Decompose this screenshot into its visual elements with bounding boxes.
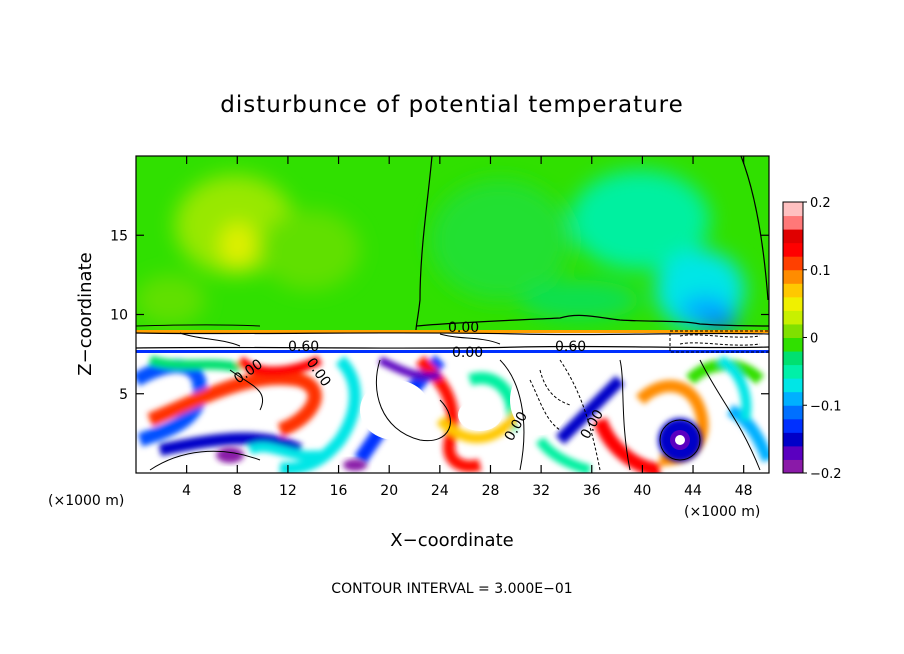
y-tick-label: 15: [110, 228, 128, 244]
colorbar-swatch: [783, 391, 803, 406]
colorbar-swatch: [783, 296, 803, 311]
x-tick-label: 44: [684, 483, 702, 499]
x-tick-label: 12: [279, 483, 297, 499]
transition-layer: [135, 330, 770, 353]
colorbar-swatch: [783, 418, 803, 433]
colorbar-tick-label: −0.2: [810, 467, 842, 482]
colorbar-swatch: [783, 432, 803, 447]
x-tick-label: 8: [233, 483, 242, 499]
colorbar-swatch: [783, 351, 803, 366]
contour-label: 0.60: [288, 339, 319, 355]
colorbar-swatch: [783, 405, 803, 420]
contour-label: 0.00: [452, 345, 483, 361]
x-tick-label: 40: [633, 483, 651, 499]
colorbar-tick-label: 0: [810, 332, 818, 347]
x-tick-label: 20: [380, 483, 398, 499]
x-axis: 4 8 12 16 20 24 28 32 36 40 44 48: [182, 156, 753, 499]
lower-field: [136, 353, 769, 473]
colorbar-swatch: [783, 242, 803, 257]
chart-title: disturbunce of potential temperature: [220, 92, 684, 118]
x-unit-label: (×1000 m): [684, 504, 760, 520]
x-tick-label: 16: [330, 483, 348, 499]
contour-label: 0.00: [448, 320, 479, 336]
colorbar-swatch: [783, 459, 803, 474]
x-axis-label: X−coordinate: [390, 530, 513, 551]
colorbar-swatch: [783, 202, 803, 217]
colorbar-swatch: [783, 364, 803, 379]
colorbar-tick-label: −0.1: [810, 399, 842, 414]
colorbar-swatch: [783, 215, 803, 230]
colorbar-tick-label: 0.2: [810, 196, 831, 211]
plot-area: [135, 155, 770, 474]
x-tick-label: 4: [182, 483, 191, 499]
colorbar: 0.2 0.1 0 −0.1 −0.2: [782, 196, 842, 482]
colorbar-swatch: [783, 323, 803, 338]
y-unit-label: (×1000 m): [48, 493, 124, 509]
x-tick-label: 36: [583, 483, 601, 499]
colorbar-swatch: [783, 269, 803, 284]
colorbar-swatch: [783, 378, 803, 393]
colorbar-swatch: [783, 256, 803, 271]
y-tick-label: 5: [119, 387, 128, 403]
colorbar-swatch: [783, 283, 803, 298]
colorbar-swatch: [783, 445, 803, 460]
colorbar-swatch: [783, 337, 803, 352]
contour-label: 0.60: [555, 339, 586, 355]
contour-interval-note: CONTOUR INTERVAL = 3.000E−01: [331, 581, 572, 597]
y-axis-label: Z−coordinate: [75, 252, 96, 375]
x-tick-label: 28: [482, 483, 500, 499]
colorbar-tick-label: 0.1: [810, 264, 831, 279]
y-tick-label: 10: [110, 308, 128, 324]
y-axis: 5 10 15: [110, 228, 769, 403]
upper-field: [136, 156, 769, 330]
x-tick-label: 32: [532, 483, 550, 499]
colorbar-swatch: [783, 310, 803, 325]
x-tick-label: 24: [431, 483, 449, 499]
x-tick-label: 48: [735, 483, 753, 499]
colorbar-swatch: [783, 229, 803, 244]
